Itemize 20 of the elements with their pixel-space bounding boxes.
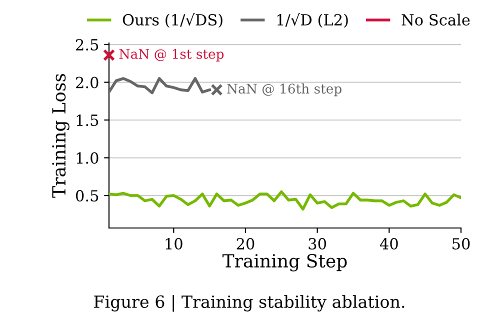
y-tick-label: 2.0 bbox=[76, 76, 98, 88]
x-tick-label: 40 bbox=[380, 238, 398, 250]
x-tick-label: 20 bbox=[236, 238, 254, 250]
caption: Figure 6 | Training stability ablation. bbox=[94, 295, 404, 312]
y-tick-label: 1.5 bbox=[76, 114, 98, 126]
x-tick-label: 50 bbox=[452, 238, 470, 250]
legend-label: Ours (1/√DS) bbox=[122, 12, 222, 28]
line-series bbox=[109, 190, 461, 211]
annotation: NaN @ 16th step bbox=[227, 83, 342, 96]
y-tick-label: 0.5 bbox=[76, 190, 98, 202]
x-tick-label: 10 bbox=[166, 238, 182, 250]
annotation: NaN @ 1st step bbox=[119, 48, 224, 62]
x-axis-title: Training Step bbox=[222, 254, 347, 272]
legend-label: 1/√D (L2) bbox=[277, 12, 348, 28]
legend-label: No Scale bbox=[402, 14, 470, 26]
y-tick-label: 2.5 bbox=[76, 38, 98, 51]
y-tick-label: 1.0 bbox=[76, 152, 98, 164]
line-series bbox=[109, 77, 211, 94]
y-axis-title: Training Loss bbox=[52, 74, 70, 198]
x-tick-label: 30 bbox=[308, 238, 326, 250]
